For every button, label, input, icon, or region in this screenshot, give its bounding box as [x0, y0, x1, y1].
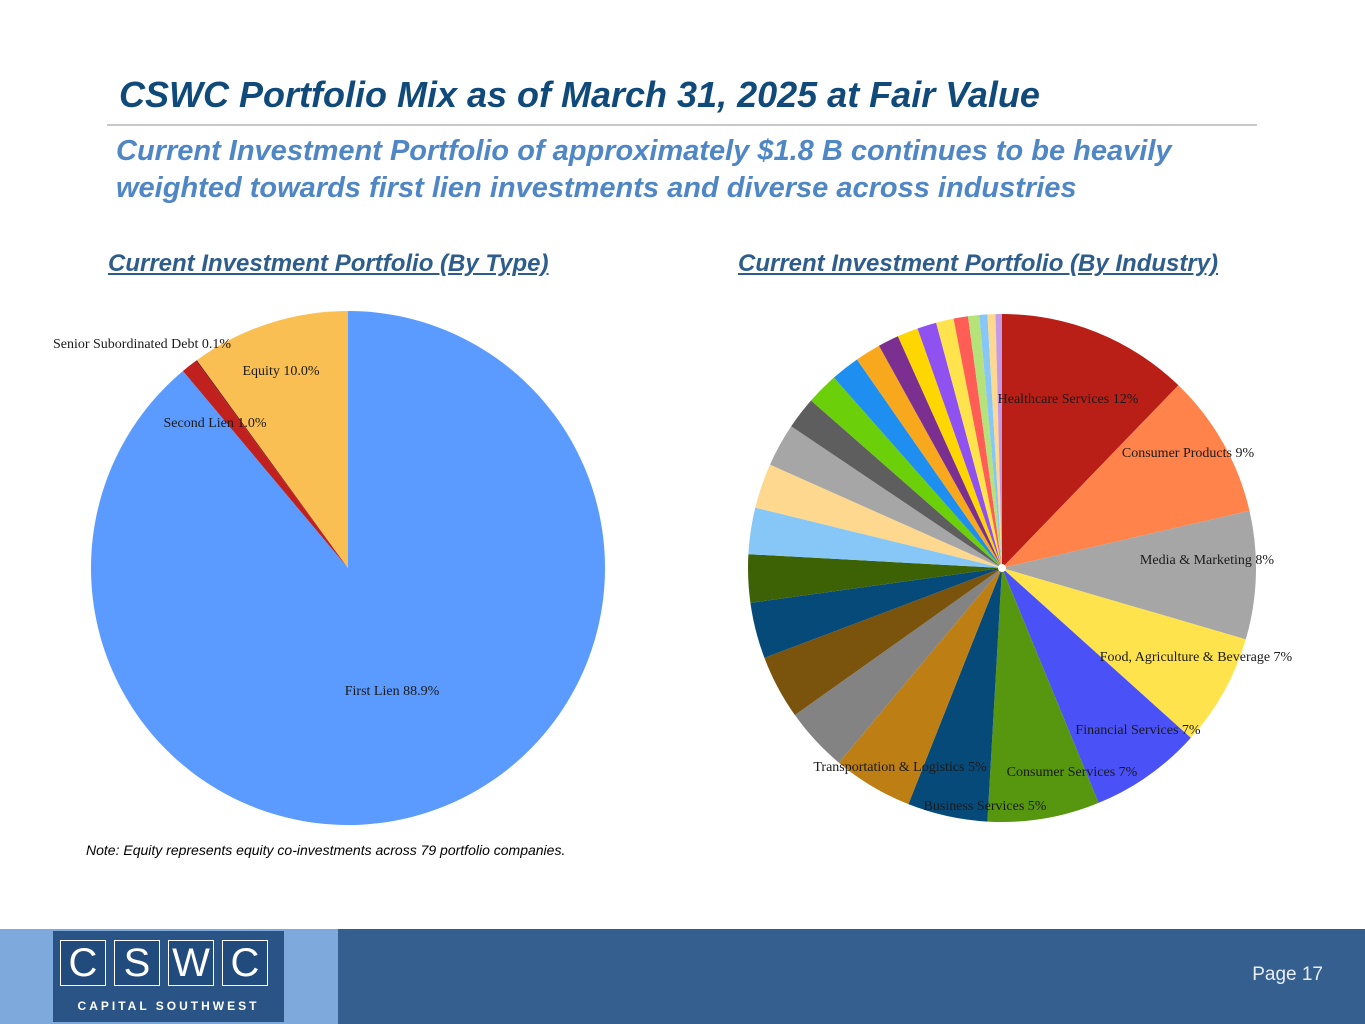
industry-label: Financial Services 7% [1075, 723, 1201, 738]
industry-slice [879, 336, 1002, 568]
industry-slice [755, 464, 1002, 568]
industry-slice [917, 322, 1002, 568]
title-divider [107, 124, 1257, 126]
type-slice [195, 360, 348, 568]
page-subtitle: Current Investment Portfolio of approxim… [116, 135, 1172, 204]
industry-label: Consumer Services 7% [1007, 765, 1138, 780]
industry-slice [1002, 314, 1179, 568]
industry-slice [936, 318, 1002, 568]
industry-slice [953, 316, 1002, 568]
chart-title-by-industry: Current Investment Portfolio (By Industr… [738, 250, 1219, 277]
page-number: Page 17 [1252, 964, 1323, 985]
industry-slice [811, 377, 1002, 568]
pie-center-dot [998, 564, 1006, 572]
industry-slice [995, 313, 1002, 568]
type-label: Equity 10.0% [243, 364, 320, 379]
industry-slice [987, 314, 1002, 568]
industry-label: Business Services 5% [924, 799, 1047, 814]
logo-tagline: CAPITAL SOUTHWEST [77, 999, 260, 1013]
logo-letter: C [60, 940, 106, 986]
logo-letter: C [222, 940, 268, 986]
industry-slice [856, 345, 1002, 568]
industry-slice [908, 568, 1002, 822]
industry-slice [791, 400, 1002, 568]
industry-slice [764, 568, 1002, 716]
industry-slice [748, 554, 1002, 603]
industry-slice [748, 507, 1002, 568]
industry-label: Media & Marketing 8% [1140, 553, 1274, 568]
logo-letter: S [114, 940, 160, 986]
industry-label: Food, Agriculture & Beverage 7% [1100, 650, 1293, 665]
industry-slice [979, 314, 1002, 568]
cswc-logo: C S W C CAPITAL SOUTHWEST [53, 931, 284, 1022]
type-label: Senior Subordinated Debt 0.1% [53, 337, 231, 352]
industry-slice [794, 568, 1002, 763]
industry-slice [750, 568, 1002, 658]
footnote: Note: Equity represents equity co-invest… [86, 842, 566, 858]
industry-label: Healthcare Services 12% [998, 392, 1139, 407]
industry-slice [1002, 568, 1191, 803]
type-slice [182, 361, 348, 568]
page-title: CSWC Portfolio Mix as of March 31, 2025 … [119, 74, 1040, 115]
industry-label: Transportation & Logistics 5% [813, 760, 987, 775]
type-slice [196, 311, 348, 568]
industry-slice [1002, 385, 1250, 568]
industry-slice [967, 315, 1002, 568]
logo-letter: W [168, 940, 214, 986]
industry-slice [769, 426, 1002, 568]
industry-slice [838, 568, 1002, 805]
industry-label: Consumer Products 9% [1122, 446, 1255, 461]
industry-slice [1002, 568, 1246, 738]
type-label: Second Lien 1.0% [163, 416, 266, 431]
chart-title-by-type: Current Investment Portfolio (By Type) [108, 250, 549, 277]
industry-slice [987, 568, 1099, 823]
type-label: First Lien 88.9% [345, 684, 440, 699]
industry-slice [897, 328, 1002, 568]
type-slice [90, 311, 605, 825]
industry-slice [1002, 510, 1257, 640]
industry-slice [833, 359, 1002, 568]
